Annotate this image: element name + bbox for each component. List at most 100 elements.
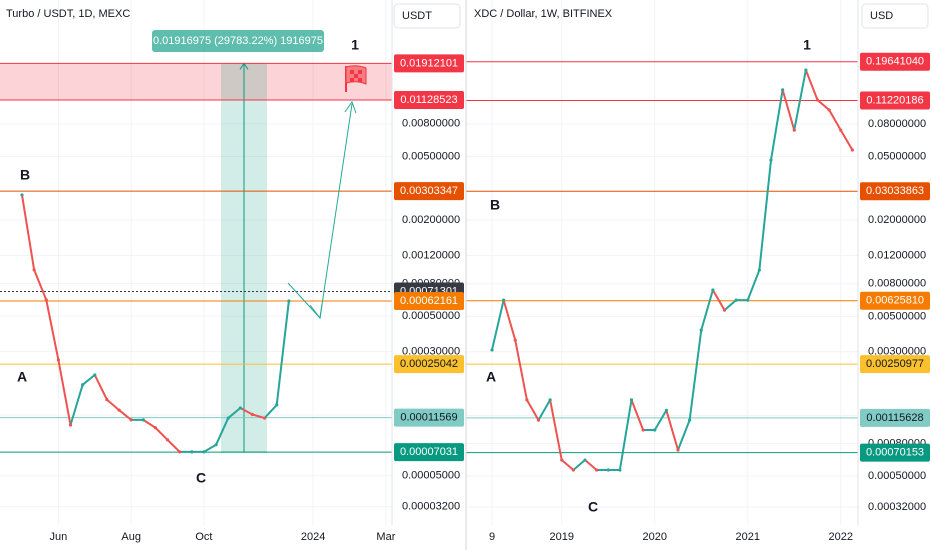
price-point (618, 468, 622, 472)
price-segment (770, 88, 784, 162)
price-point (238, 406, 242, 410)
price-point (722, 308, 727, 312)
price-point (68, 423, 73, 427)
price-box-label: 0.00625810 (866, 295, 924, 307)
price-point (560, 458, 564, 462)
price-point (688, 418, 692, 422)
price-point (606, 468, 610, 472)
price-point (827, 108, 831, 112)
y-tick-label: 0.00800000 (402, 118, 460, 130)
price-segment (816, 99, 831, 111)
currency-button-label[interactable]: USDT (402, 10, 432, 22)
price-point (839, 128, 843, 132)
price-point (653, 428, 657, 432)
price-segment (215, 417, 230, 446)
price-box (394, 90, 464, 109)
y-tick-label: 0.00800000 (868, 278, 926, 290)
price-point (490, 348, 494, 352)
price-point (129, 418, 133, 422)
price-point (190, 450, 194, 454)
target-zone (0, 63, 392, 100)
price-point (287, 299, 291, 303)
price-segment (723, 299, 738, 312)
price-segment (828, 108, 842, 132)
price-box-label: 0.00025042 (400, 358, 458, 370)
price-point (583, 458, 587, 462)
price-box (394, 54, 464, 73)
price-box-label: 0.00011569 (400, 412, 457, 424)
currency-button[interactable] (393, 3, 461, 29)
y-tick-label: 0.00300000 (868, 346, 926, 358)
price-box (860, 443, 930, 462)
price-segment (45, 298, 60, 361)
price-segment (239, 406, 254, 416)
price-point (81, 383, 85, 387)
price-segment (81, 373, 96, 386)
price-segment (630, 398, 645, 432)
price-box-label: 0.01128523 (400, 94, 457, 106)
price-box-label: 0.11220186 (866, 94, 923, 106)
price-box (394, 443, 464, 462)
x-tick-label: Oct (195, 531, 212, 543)
price-segment (202, 443, 218, 453)
price-point (263, 416, 267, 420)
price-point (629, 398, 634, 402)
x-tick-label: 9 (489, 531, 495, 543)
y-tick-label: 0.00500000 (868, 310, 926, 322)
price-layer (20, 68, 854, 472)
price-box-label: 0.00007031 (400, 446, 458, 458)
price-point (757, 268, 761, 272)
price-box-label: 0.00070153 (866, 446, 924, 458)
price-point (676, 448, 680, 452)
arrow-head (344, 100, 357, 114)
y-tick-label: 0.00030000 (402, 345, 460, 357)
price-box-label: 0.19641040 (866, 56, 924, 68)
price-box (394, 292, 464, 311)
measure-label: 0.01916975 (29783.22%) 1916975 (153, 35, 323, 47)
pattern-label: A (486, 369, 496, 385)
text-layer: 0.00800000 0.00500000 0.00200000 0.00120000… (6, 3, 930, 543)
price-segment (677, 419, 691, 452)
price-segment (118, 409, 133, 421)
price-point (250, 412, 255, 417)
y-tick-label: 0.00032000 (868, 501, 926, 513)
arrow-head (309, 303, 323, 320)
price-segment (700, 288, 714, 332)
price-point (153, 426, 158, 430)
price-segment (93, 373, 108, 401)
y-tick-label: 0.00500000 (402, 150, 460, 162)
price-point (20, 193, 24, 197)
price-box-label: 0.00115628 (866, 412, 923, 424)
price-segment (105, 398, 121, 412)
price-point (214, 443, 218, 447)
measure-label-bg (152, 30, 324, 52)
price-segment (502, 299, 517, 342)
price-segment (665, 409, 679, 452)
pattern-label: B (490, 197, 500, 213)
pattern-label: C (196, 470, 206, 486)
price-segment (227, 406, 242, 420)
price-box-label: 0.00303347 (400, 185, 458, 197)
price-segment (263, 403, 278, 420)
x-tick-label: 2024 (301, 531, 325, 543)
price-segment (618, 398, 633, 471)
price-segment (166, 438, 181, 453)
price-segment (142, 418, 157, 429)
price-segment (688, 329, 703, 422)
price-point (850, 148, 854, 152)
price-box (394, 355, 464, 374)
currency-button[interactable] (861, 3, 929, 29)
price-segment (275, 299, 290, 406)
price-point (117, 408, 121, 412)
y-tick-label: 0.00050000 (868, 470, 926, 482)
price-segment (537, 398, 552, 422)
price-point (664, 408, 668, 412)
pattern-label: 1 (803, 37, 811, 53)
currency-button-label[interactable]: USD (870, 10, 893, 22)
price-box-label: 0.00062161 (400, 295, 458, 307)
price-point (699, 328, 703, 332)
y-tick-label: 0.00003200 (402, 501, 460, 513)
price-segment (758, 159, 772, 272)
price-point (226, 416, 230, 420)
